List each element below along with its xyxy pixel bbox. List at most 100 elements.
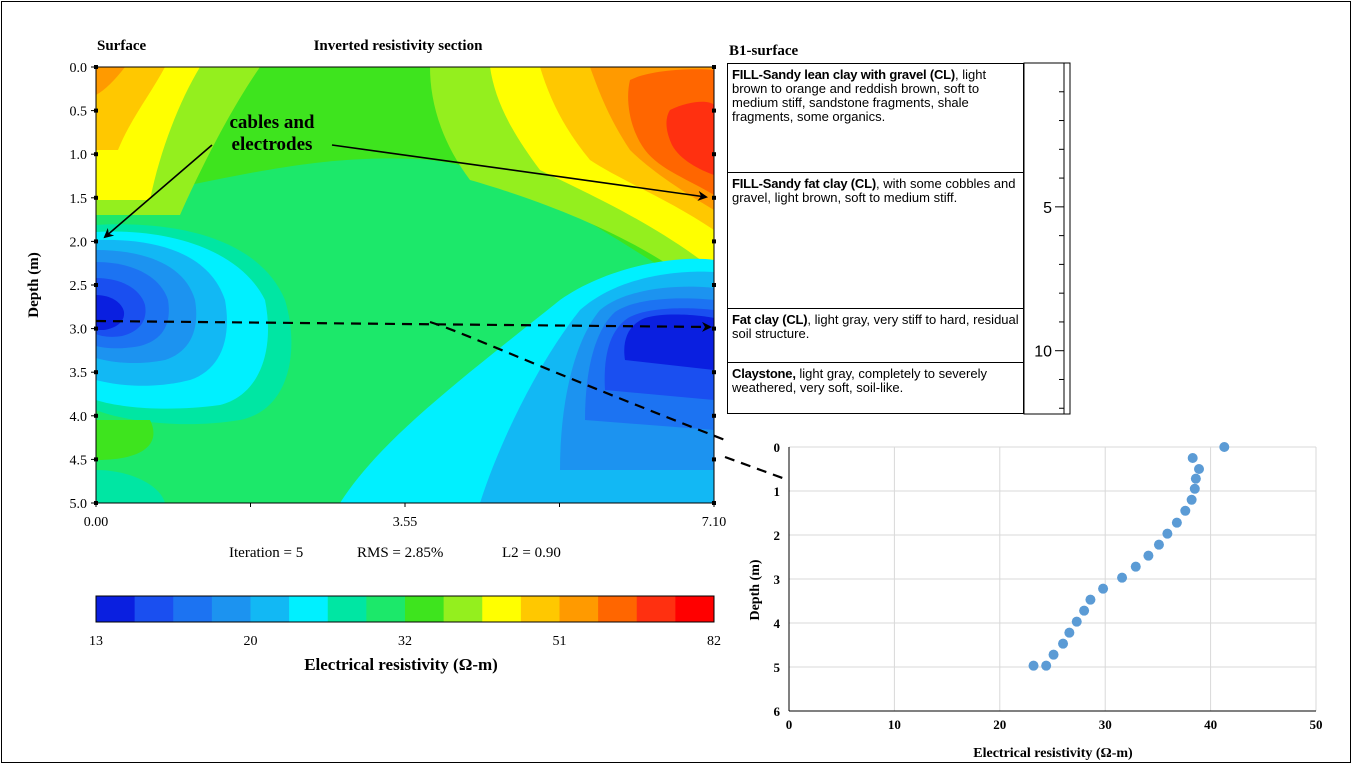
scatter-y-tick-label: 0	[774, 440, 781, 455]
resistivity-section: 0.0 0.5 1.0 1.5 2.0 2.5 3.0 3.5 4.0 4.5 5.0 0.00 3.…	[70, 61, 727, 530]
electrode-marker	[94, 283, 98, 287]
colorbar-swatch	[559, 596, 599, 622]
section-y-tick-label: 1.0	[70, 148, 88, 163]
section-left-orange	[96, 67, 165, 150]
scatter-point	[1079, 605, 1090, 616]
colorbar-swatch	[366, 596, 406, 622]
scatter-x-tick-label: 40	[1204, 717, 1217, 732]
electrode-marker	[94, 152, 98, 157]
scatter-point	[1162, 528, 1173, 539]
scatter-y-tick-label: 3	[774, 572, 781, 587]
colorbar	[95, 595, 715, 623]
section-y-tick-label: 4.0	[70, 410, 88, 425]
scatter-point	[1058, 638, 1069, 649]
log-layer-name: FILL-Sandy fat clay (CL)	[732, 176, 876, 192]
rms-label: RMS = 2.85%	[357, 545, 443, 561]
colorbar-swatch	[636, 596, 676, 622]
log-layer-description: light gray, completely to severely weath…	[732, 366, 987, 396]
section-left-dark-orange	[96, 67, 125, 95]
section-x-tick-label: 3.55	[393, 515, 418, 530]
scatter-point	[1085, 594, 1096, 605]
scatter-x-tick-label: 30	[1099, 717, 1112, 732]
log-layer-name: Fat clay (CL)	[732, 311, 808, 327]
electrode-marker	[712, 152, 716, 157]
colorbar-swatch	[443, 596, 483, 622]
colorbar-swatch	[134, 596, 174, 622]
electrode-marker	[94, 501, 98, 505]
section-electrodes	[94, 65, 716, 505]
scatter-point	[1190, 473, 1201, 484]
section-y-tick-label: 3.5	[70, 366, 88, 381]
colorbar-swatch	[405, 596, 445, 622]
scatter-plot: 0 10 20 30 40 50 0 1 2 3 4 5 6	[774, 440, 1323, 732]
section-right-low-6	[624, 314, 714, 370]
section-title: Inverted resistivity section	[314, 38, 484, 54]
section-y-tick-label: 5.0	[70, 497, 88, 512]
borehole-log: FILL-Sandy lean clay with gravel (CL), l…	[727, 63, 1024, 414]
l2-label: L2 = 0.90	[502, 545, 561, 561]
scatter-point	[1071, 616, 1082, 627]
colorbar-tick-labels: 13 20 32 51 82	[89, 634, 721, 649]
annotation-text-line2: electrodes	[232, 134, 313, 155]
scatter-point	[1028, 660, 1039, 671]
dashed-connector-segment	[429, 320, 726, 442]
annotation-arrow-left	[103, 144, 213, 239]
scatter-point	[1189, 483, 1200, 494]
colorbar-swatch	[598, 596, 638, 622]
scatter-point	[1098, 583, 1109, 594]
scatter-point	[1130, 561, 1141, 572]
colorbar-swatch	[250, 596, 290, 622]
section-y-axis-label: Depth (m)	[26, 252, 42, 317]
electrode-marker	[712, 283, 716, 287]
colorbar-swatch	[327, 596, 367, 622]
scatter-point	[1048, 649, 1059, 660]
electrode-marker	[94, 65, 98, 69]
log-layer-name: Claystone,	[732, 366, 796, 382]
electrode-marker	[94, 413, 98, 418]
log-layer-description: , light gray, very stiff to hard, residu…	[732, 311, 1019, 341]
section-y-tick-label: 2.0	[70, 235, 88, 250]
scatter-y-tick-label: 2	[774, 528, 781, 543]
colorbar-swatch	[482, 596, 522, 622]
electrode-marker	[712, 65, 716, 69]
electrode-marker	[712, 501, 716, 505]
iteration-label: Iteration = 5	[229, 545, 303, 561]
scatter-point	[1219, 442, 1230, 452]
section-bottom-teal	[96, 470, 165, 503]
scatter-y-tick-label: 5	[774, 660, 781, 675]
section-y-axis: 0.0 0.5 1.0 1.5 2.0 2.5 3.0 3.5 4.0 4.5 5.0	[70, 61, 96, 512]
scatter-x-axis-label: Electrical resistivity (Ω-m)	[973, 746, 1133, 761]
scatter-y-tick-label: 6	[774, 704, 781, 719]
log-layer-description: , light brown to orange and reddish brow…	[732, 67, 987, 124]
log-scale-frame	[1023, 62, 1071, 415]
colorbar-swatch	[211, 596, 251, 622]
electrode-marker	[712, 108, 716, 113]
scatter-x-tick-label: 10	[888, 717, 901, 732]
log-layer: Fat clay (CL), light gray, very stiff to…	[728, 309, 1023, 364]
section-y-tick-label: 2.5	[70, 279, 88, 294]
section-y-tick-label: 0.5	[70, 105, 88, 120]
colorbar-swatch	[173, 596, 213, 622]
section-y-tick-label: 1.5	[70, 192, 88, 207]
scatter-y-tick-label: 1	[774, 484, 781, 499]
scatter-point	[1171, 517, 1182, 528]
log-depth-scale: 5 10	[1023, 62, 1071, 415]
electrode-marker	[94, 195, 98, 200]
electrode-marker	[94, 326, 98, 331]
electrode-marker	[712, 239, 716, 244]
colorbar-tick-label: 13	[89, 634, 103, 649]
electrode-marker	[712, 370, 716, 375]
colorbar-swatch	[289, 596, 329, 622]
colorbar-swatch	[96, 596, 136, 622]
scatter-point	[1143, 550, 1154, 561]
log-layer: FILL-Sandy fat clay (CL), with some cobb…	[728, 173, 1023, 309]
section-x-tick-label: 0.00	[84, 515, 109, 530]
annotation-arrow-right	[331, 144, 708, 201]
scatter-point	[1117, 572, 1128, 583]
electrode-marker	[94, 370, 98, 375]
annotation-text-line1: cables and	[230, 112, 315, 133]
scatter-y-tick-label: 4	[774, 616, 781, 631]
log-layer: FILL-Sandy lean clay with gravel (CL), l…	[728, 64, 1023, 174]
section-y-tick-label: 0.0	[70, 61, 88, 76]
